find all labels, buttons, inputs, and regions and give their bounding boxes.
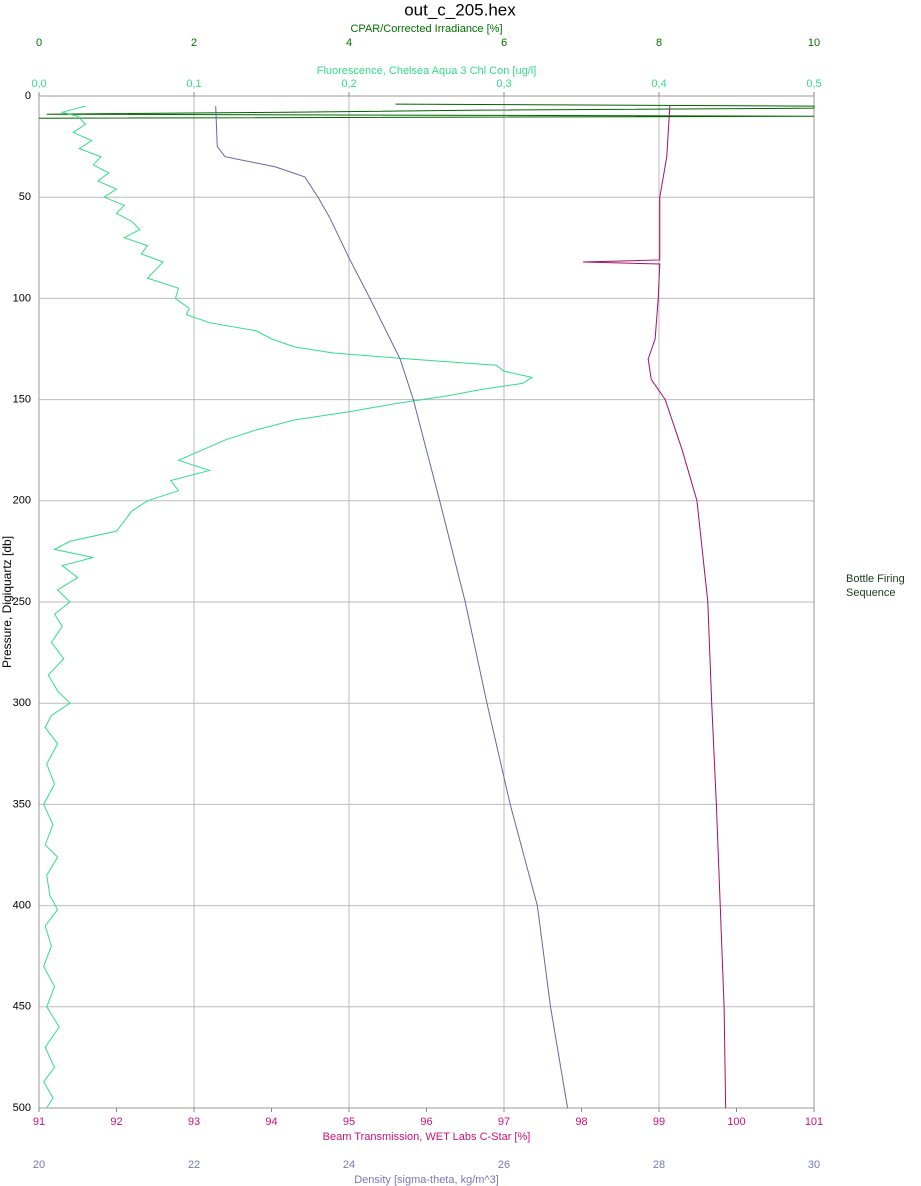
profile-line — [583, 106, 727, 1109]
x-tick-label: 100 — [727, 1116, 745, 1128]
x-tick-label: 10 — [808, 37, 820, 49]
side-label: Bottle Firing Sequence — [846, 573, 905, 599]
x-tick-label: 0,0 — [31, 78, 46, 90]
x-tick-label: 0,2 — [341, 78, 356, 90]
y-tick-label: 100 — [13, 292, 31, 304]
y-tick-label: 450 — [13, 1001, 31, 1013]
x-tick-label: 24 — [343, 1159, 355, 1171]
y-tick-label: 200 — [13, 495, 31, 507]
x-tick-label: 93 — [188, 1116, 200, 1128]
y-tick-label: 500 — [13, 1102, 31, 1114]
x-tick-label: 0,1 — [186, 78, 201, 90]
x-tick-label: 2 — [191, 37, 197, 49]
y-tick-label: 300 — [13, 697, 31, 709]
x-tick-label: 8 — [656, 37, 662, 49]
y-tick-label: 250 — [13, 596, 31, 608]
x-tick-label: 94 — [265, 1116, 277, 1128]
axis-title: Density [sigma-theta, kg/m^3] — [354, 1174, 499, 1186]
profile-line — [43, 105, 534, 1109]
x-tick-label: 96 — [420, 1116, 432, 1128]
x-tick-label: 0,3 — [496, 78, 511, 90]
y-axis-title: Pressure, Digiquartz [db] — [0, 536, 14, 668]
x-tick-label: 95 — [343, 1116, 355, 1128]
x-tick-label: 101 — [805, 1116, 823, 1128]
y-tick-label: 400 — [13, 900, 31, 912]
x-tick-label: 0,5 — [806, 78, 821, 90]
x-tick-label: 28 — [653, 1159, 665, 1171]
x-tick-label: 20 — [33, 1159, 45, 1171]
x-tick-label: 6 — [501, 37, 507, 49]
x-tick-label: 0,4 — [651, 78, 666, 90]
x-tick-label: 22 — [188, 1159, 200, 1171]
x-tick-label: 91 — [33, 1116, 45, 1128]
x-tick-label: 0 — [36, 37, 42, 49]
y-tick-label: 150 — [13, 394, 31, 406]
x-tick-label: 30 — [808, 1159, 820, 1171]
axis-title: CPAR/Corrected Irradiance [%] — [350, 23, 502, 35]
x-tick-label: 92 — [110, 1116, 122, 1128]
axis-title: Beam Transmission, WET Labs C-Star [%] — [323, 1131, 531, 1143]
y-tick-label: 0 — [25, 90, 31, 102]
profile-line — [38, 103, 815, 119]
x-tick-label: 26 — [498, 1159, 510, 1171]
y-tick-label: 50 — [19, 191, 31, 203]
x-tick-label: 97 — [498, 1116, 510, 1128]
axis-title: Fluorescence, Chelsea Aqua 3 Chl Con [ug… — [317, 65, 537, 77]
x-tick-label: 98 — [575, 1116, 587, 1128]
y-tick-label: 350 — [13, 798, 31, 810]
chart-title: out_c_205.hex — [404, 0, 516, 19]
profile-line — [215, 106, 569, 1109]
x-tick-label: 99 — [653, 1116, 665, 1128]
x-tick-label: 4 — [346, 37, 352, 49]
